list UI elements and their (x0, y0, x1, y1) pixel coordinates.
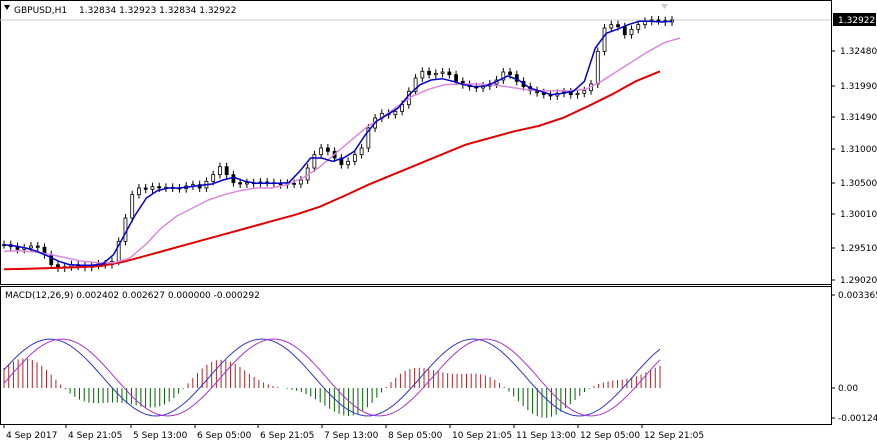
price-tick-label: 1.31490 (840, 113, 877, 123)
candle (69, 260, 74, 271)
candles (2, 16, 674, 272)
ma-fast-line (3, 20, 673, 267)
time-tick-label: 6 Sep 05:00 (197, 431, 252, 441)
candle (218, 162, 222, 179)
candle (137, 184, 141, 199)
macd-tick-label: 0.00 (838, 384, 858, 394)
candle (35, 242, 40, 252)
current-price-text: 1.32922 (838, 16, 875, 26)
current-price-tag (833, 13, 876, 26)
candle (568, 88, 573, 99)
candle (481, 82, 485, 92)
candle (245, 178, 249, 188)
candle (643, 17, 647, 29)
candle (575, 89, 580, 99)
candle (143, 184, 148, 194)
candle (420, 67, 425, 82)
ma-slow-line (3, 70, 661, 271)
macd-histogram (3, 358, 661, 418)
candle (42, 243, 47, 259)
ma-mid-line (3, 37, 681, 264)
time-axis: 4 Sep 2017 4 Sep 21:05 5 Sep 13:00 6 Sep 05… (3, 424, 704, 441)
candle (339, 154, 344, 169)
candle (359, 144, 364, 159)
candle (602, 24, 607, 56)
time-tick-label: 11 Sep 13:00 (516, 431, 576, 441)
price-tick-label: 1.31000 (840, 145, 877, 155)
time-tick-label: 12 Sep 05:00 (580, 431, 640, 441)
candle (636, 20, 641, 34)
candle (609, 20, 614, 32)
candle (15, 242, 20, 254)
price-axis: 1.32480 1.31990 1.31490 1.31000 1.30500 1.300… (831, 47, 877, 286)
time-tick-label: 4 Sep 21:05 (68, 431, 122, 441)
time-tick-label: 4 Sep 2017 (6, 431, 57, 441)
candle (56, 260, 60, 272)
candle (265, 178, 270, 187)
candle (514, 70, 519, 86)
symbol-label: GBPUSD,H1 (14, 6, 67, 16)
time-tick-label: 6 Sep 21:05 (260, 431, 314, 441)
candle (413, 74, 418, 96)
candle (346, 157, 351, 169)
price-tick-label: 1.31990 (840, 82, 877, 92)
price-tick-label: 1.32480 (840, 47, 877, 57)
candle (379, 109, 384, 122)
price-tick-label: 1.29020 (840, 276, 877, 286)
time-tick-label: 8 Sep 05:00 (388, 431, 443, 441)
time-tick-label: 7 Sep 13:00 (324, 431, 379, 441)
candle (433, 69, 438, 79)
macd-pane-border (0, 286, 832, 425)
candle (427, 67, 431, 79)
candle (501, 68, 506, 84)
candle (312, 150, 317, 172)
candle (595, 47, 600, 88)
time-tick-label: 12 Sep 21:05 (644, 431, 704, 441)
macd-main-line (3, 338, 661, 417)
time-tick-label: 10 Sep 21:05 (452, 431, 512, 441)
price-tick-label: 1.30500 (840, 179, 877, 189)
candle (150, 182, 155, 194)
candle (582, 86, 587, 98)
candle (440, 68, 445, 78)
ohlc-label: 1.32834 1.32923 1.32834 1.32922 (79, 6, 236, 16)
candle (49, 250, 54, 269)
candle (22, 244, 27, 254)
price-tick-label: 1.30010 (840, 210, 877, 220)
shift-marker-icon[interactable] (661, 4, 668, 9)
chevron-down-icon[interactable] (4, 5, 10, 10)
candle (191, 180, 195, 190)
candle (130, 190, 135, 222)
candle (447, 68, 452, 79)
candle (224, 162, 229, 179)
macd-label: MACD(12,26,9) 0.002402 0.002627 0.000000… (5, 291, 260, 301)
candle (231, 170, 236, 187)
candle (29, 242, 33, 252)
candle (656, 16, 661, 25)
macd-signal-line (3, 338, 661, 417)
candle (352, 150, 357, 166)
macd-tick-label: 0.003365 (838, 291, 877, 301)
candle (366, 124, 371, 152)
candle (460, 77, 465, 89)
price-tick-label: 1.29510 (840, 244, 877, 254)
candle (319, 144, 324, 159)
candle (535, 86, 539, 97)
time-tick-label: 5 Sep 13:00 (133, 431, 188, 441)
candle (629, 25, 634, 39)
candle (278, 179, 283, 189)
candle (325, 144, 330, 156)
candle (292, 179, 297, 188)
